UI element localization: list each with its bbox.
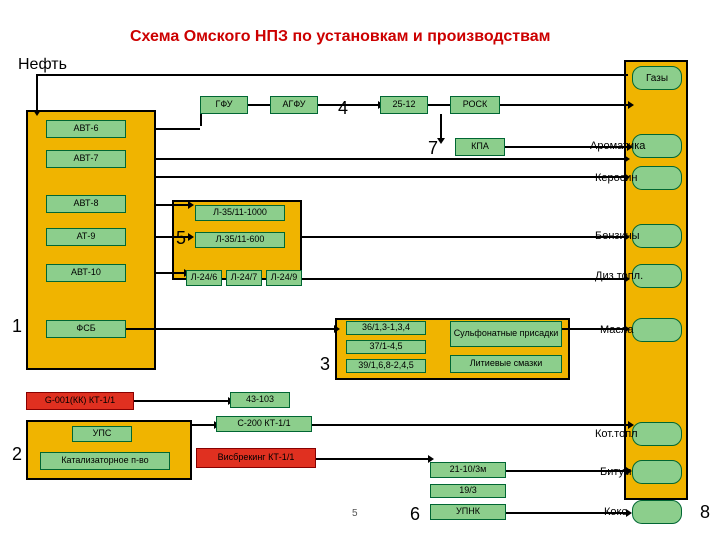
flow-line-20 bbox=[312, 424, 628, 426]
flow-line-6 bbox=[428, 104, 450, 106]
flow-line-16 bbox=[126, 328, 334, 330]
node-fsb: ФСБ bbox=[46, 320, 126, 338]
node-visb: Висбрекинг КТ-1/1 bbox=[196, 448, 316, 468]
flow-line-2 bbox=[626, 74, 628, 76]
node-n36: 36/1,3-1,3,4 bbox=[346, 321, 426, 335]
product-capsule-kero bbox=[632, 166, 682, 190]
section-number-n3: 3 bbox=[320, 354, 330, 375]
product-label-p-koks: Кокс bbox=[604, 506, 627, 518]
node-lit: Литиевые смазки bbox=[450, 355, 562, 373]
node-l247: Л-24/7 bbox=[226, 270, 262, 286]
node-at9: АТ-9 bbox=[46, 228, 126, 246]
section-number-n4: 4 bbox=[338, 98, 348, 119]
flow-line-13 bbox=[302, 236, 624, 238]
node-gfu: ГФУ bbox=[200, 96, 248, 114]
section-number-n1: 1 bbox=[12, 316, 22, 337]
flow-line-7 bbox=[500, 104, 628, 106]
product-capsule-kot bbox=[632, 422, 682, 446]
flow-line-10 bbox=[156, 176, 624, 178]
node-n2512: 25-12 bbox=[380, 96, 428, 114]
page-footer: 5 bbox=[352, 508, 358, 519]
product-capsule-koks bbox=[632, 500, 682, 524]
product-label-p-benz: Бензины bbox=[595, 230, 640, 242]
node-sulf: Сульфонатные присадки bbox=[450, 321, 562, 347]
node-rosk: РОСК bbox=[450, 96, 500, 114]
flow-line-25 bbox=[440, 114, 442, 138]
flow-line-4 bbox=[248, 104, 270, 106]
section-number-n7: 7 bbox=[428, 138, 438, 159]
node-kat: Катализаторное п-во bbox=[40, 452, 170, 470]
product-capsule-bitum bbox=[632, 460, 682, 484]
product-label-p-kot: Кот.топл bbox=[595, 428, 638, 440]
section-number-n2: 2 bbox=[12, 444, 22, 465]
product-label-p-kero: Керосин bbox=[595, 172, 637, 184]
node-n43: 43-103 bbox=[230, 392, 290, 408]
node-n21: 21-10/3м bbox=[430, 462, 506, 478]
node-l1000: Л-35/11-1000 bbox=[195, 205, 285, 221]
product-capsule-masla bbox=[632, 318, 682, 342]
node-avt10: АВТ-10 bbox=[46, 264, 126, 282]
node-n37: 37/1-4,5 bbox=[346, 340, 426, 354]
product-label-p-aroma: Ароматика bbox=[590, 140, 645, 152]
node-redG: G-001(КК) КТ-1/1 bbox=[26, 392, 134, 410]
node-avt8: АВТ-8 bbox=[46, 195, 126, 213]
node-s200: С-200 КТ-1/1 bbox=[216, 416, 312, 432]
node-l249: Л-24/9 bbox=[266, 270, 302, 286]
node-n39: 39/1,6,8-2,4,5 bbox=[346, 359, 426, 373]
node-l246: Л-24/6 bbox=[186, 270, 222, 286]
node-avt7: АВТ-7 bbox=[46, 150, 126, 168]
product-label-p-masla: Масла bbox=[600, 324, 633, 336]
flow-line-15 bbox=[302, 278, 624, 280]
flow-line-9 bbox=[156, 158, 624, 160]
input-label: Нефть bbox=[18, 56, 67, 74]
node-ups: УПС bbox=[72, 426, 132, 442]
node-agfu: АГФУ bbox=[270, 96, 318, 114]
product-label-p-bitum: Битум bbox=[600, 466, 631, 478]
section-number-n6: 6 bbox=[410, 504, 420, 525]
node-l600: Л-35/11-600 bbox=[195, 232, 285, 248]
product-label-p-diz: Диз топл. bbox=[595, 270, 643, 282]
flow-line-11 bbox=[156, 204, 188, 206]
flow-line-3 bbox=[156, 128, 200, 130]
product-capsule-gazy: Газы bbox=[632, 66, 682, 90]
section-number-n8: 8 bbox=[700, 502, 710, 523]
node-n19: 19/3 bbox=[430, 484, 506, 498]
diagram-title: Схема Омского НПЗ по установкам и произв… bbox=[130, 28, 550, 46]
flow-line-14 bbox=[156, 272, 184, 274]
flow-line-18 bbox=[134, 400, 228, 402]
flow-line-19 bbox=[192, 424, 214, 426]
section-number-n5: 5 bbox=[176, 228, 186, 249]
flow-line-21 bbox=[316, 458, 428, 460]
node-avt6: АВТ-6 bbox=[46, 120, 126, 138]
node-upnk: УПНК bbox=[430, 504, 506, 520]
flow-line-1 bbox=[36, 74, 626, 76]
node-kpa: КПА bbox=[455, 138, 505, 156]
flow-line-0 bbox=[36, 74, 38, 110]
